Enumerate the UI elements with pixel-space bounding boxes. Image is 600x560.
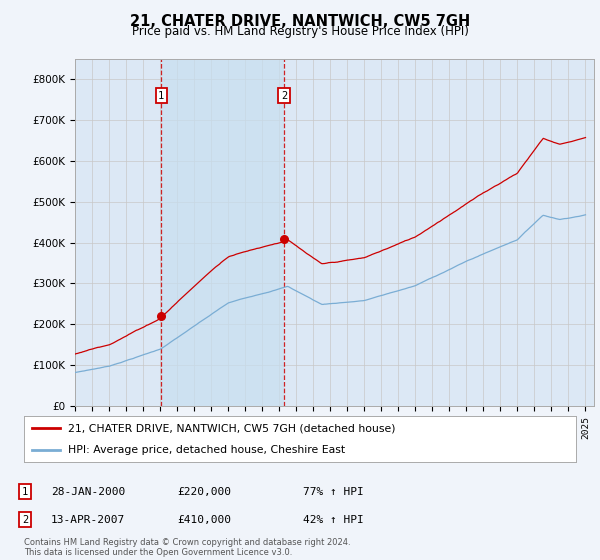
Text: £410,000: £410,000 <box>177 515 231 525</box>
Bar <box>161 59 284 406</box>
Text: £220,000: £220,000 <box>177 487 231 497</box>
Text: HPI: Average price, detached house, Cheshire East: HPI: Average price, detached house, Ches… <box>68 445 345 455</box>
Text: 21, CHATER DRIVE, NANTWICH, CW5 7GH (detached house): 21, CHATER DRIVE, NANTWICH, CW5 7GH (det… <box>68 423 395 433</box>
Text: 1: 1 <box>158 91 164 101</box>
Text: 42% ↑ HPI: 42% ↑ HPI <box>303 515 364 525</box>
Text: 77% ↑ HPI: 77% ↑ HPI <box>303 487 364 497</box>
Text: 21, CHATER DRIVE, NANTWICH, CW5 7GH: 21, CHATER DRIVE, NANTWICH, CW5 7GH <box>130 14 470 29</box>
Text: 2: 2 <box>281 91 287 101</box>
Text: 1: 1 <box>22 487 28 497</box>
Text: 13-APR-2007: 13-APR-2007 <box>51 515 125 525</box>
Text: 2: 2 <box>22 515 28 525</box>
Text: Contains HM Land Registry data © Crown copyright and database right 2024.
This d: Contains HM Land Registry data © Crown c… <box>24 538 350 557</box>
Text: 28-JAN-2000: 28-JAN-2000 <box>51 487 125 497</box>
Text: Price paid vs. HM Land Registry's House Price Index (HPI): Price paid vs. HM Land Registry's House … <box>131 25 469 38</box>
